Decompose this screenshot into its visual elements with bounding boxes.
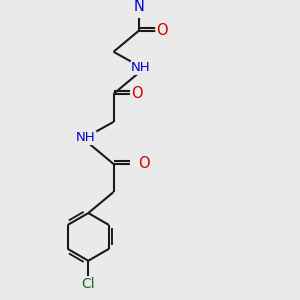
Text: NH: NH: [131, 61, 151, 74]
Text: Cl: Cl: [82, 277, 95, 291]
Text: O: O: [131, 86, 142, 101]
Text: O: O: [156, 23, 168, 38]
Text: O: O: [138, 157, 149, 172]
Text: N: N: [133, 0, 144, 14]
Text: NH: NH: [76, 131, 96, 144]
